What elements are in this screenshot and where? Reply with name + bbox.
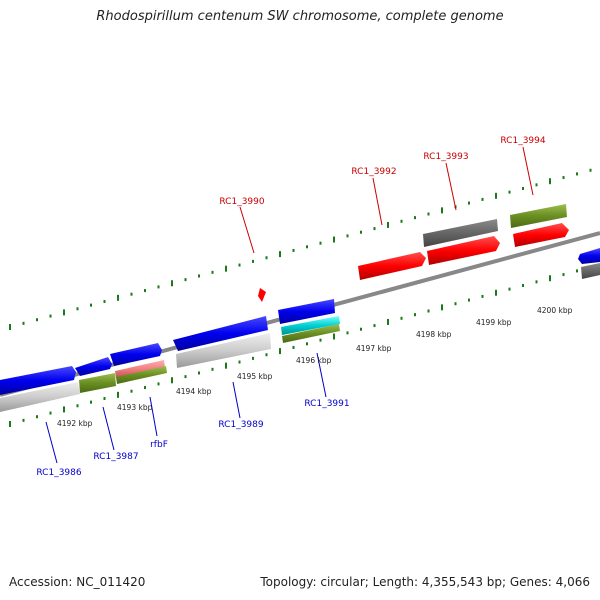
scale-label-4200: 4200 kbp — [537, 306, 573, 315]
map-title: Rhodospirillum centenum SW chromosome, c… — [96, 9, 504, 24]
leader-lines — [45, 146, 534, 464]
feature-rc1-3994[interactable] — [510, 204, 569, 247]
gene-label-rc1-3991[interactable]: RC1_3991 — [304, 399, 349, 409]
feature-rc1-3991[interactable] — [278, 299, 340, 343]
gene-label-rc1-3986[interactable]: RC1_3986 — [36, 468, 81, 478]
scale-label-4196: 4196 kbp — [296, 356, 332, 365]
scale-label-4199: 4199 kbp — [476, 318, 512, 327]
outer-tick-track — [9, 168, 592, 330]
gene-label-rc1-3989[interactable]: RC1_3989 — [218, 420, 263, 430]
feature-rfbf[interactable] — [110, 343, 167, 384]
scale-label-4197: 4197 kbp — [356, 344, 392, 353]
feature-rc1-3989[interactable] — [173, 316, 271, 368]
feature-rc1-3993[interactable] — [423, 219, 500, 265]
scale-label-4198: 4198 kbp — [416, 330, 452, 339]
topology-text: Topology: circular; Length: 4,355,543 bp… — [260, 575, 590, 589]
feature-rc1-3986[interactable] — [0, 366, 80, 412]
gene-label-rc1-3987[interactable]: RC1_3987 — [93, 452, 138, 462]
feature-rc1-3987[interactable] — [75, 357, 116, 393]
gene-label-rc1-3994[interactable]: RC1_3994 — [500, 136, 545, 146]
scale-label-4195: 4195 kbp — [237, 372, 273, 381]
feature-rc1-3990[interactable] — [258, 288, 266, 302]
gene-label-rc1-3992[interactable]: RC1_3992 — [351, 167, 396, 177]
inner-tick-track — [9, 265, 592, 427]
gene-label-rfbf[interactable]: rfbF — [150, 440, 168, 450]
scale-label-4194: 4194 kbp — [176, 387, 212, 396]
gene-label-rc1-3990[interactable]: RC1_3990 — [219, 197, 264, 207]
feature-right-edge[interactable] — [578, 248, 600, 279]
scale-label-4192: 4192 kbp — [57, 419, 93, 428]
scale-label-4193: 4193 kbp — [117, 403, 153, 412]
gene-label-rc1-3993[interactable]: RC1_3993 — [423, 152, 468, 162]
feature-rc1-3992[interactable] — [358, 252, 426, 280]
accession-text: Accession: NC_011420 — [9, 575, 146, 589]
